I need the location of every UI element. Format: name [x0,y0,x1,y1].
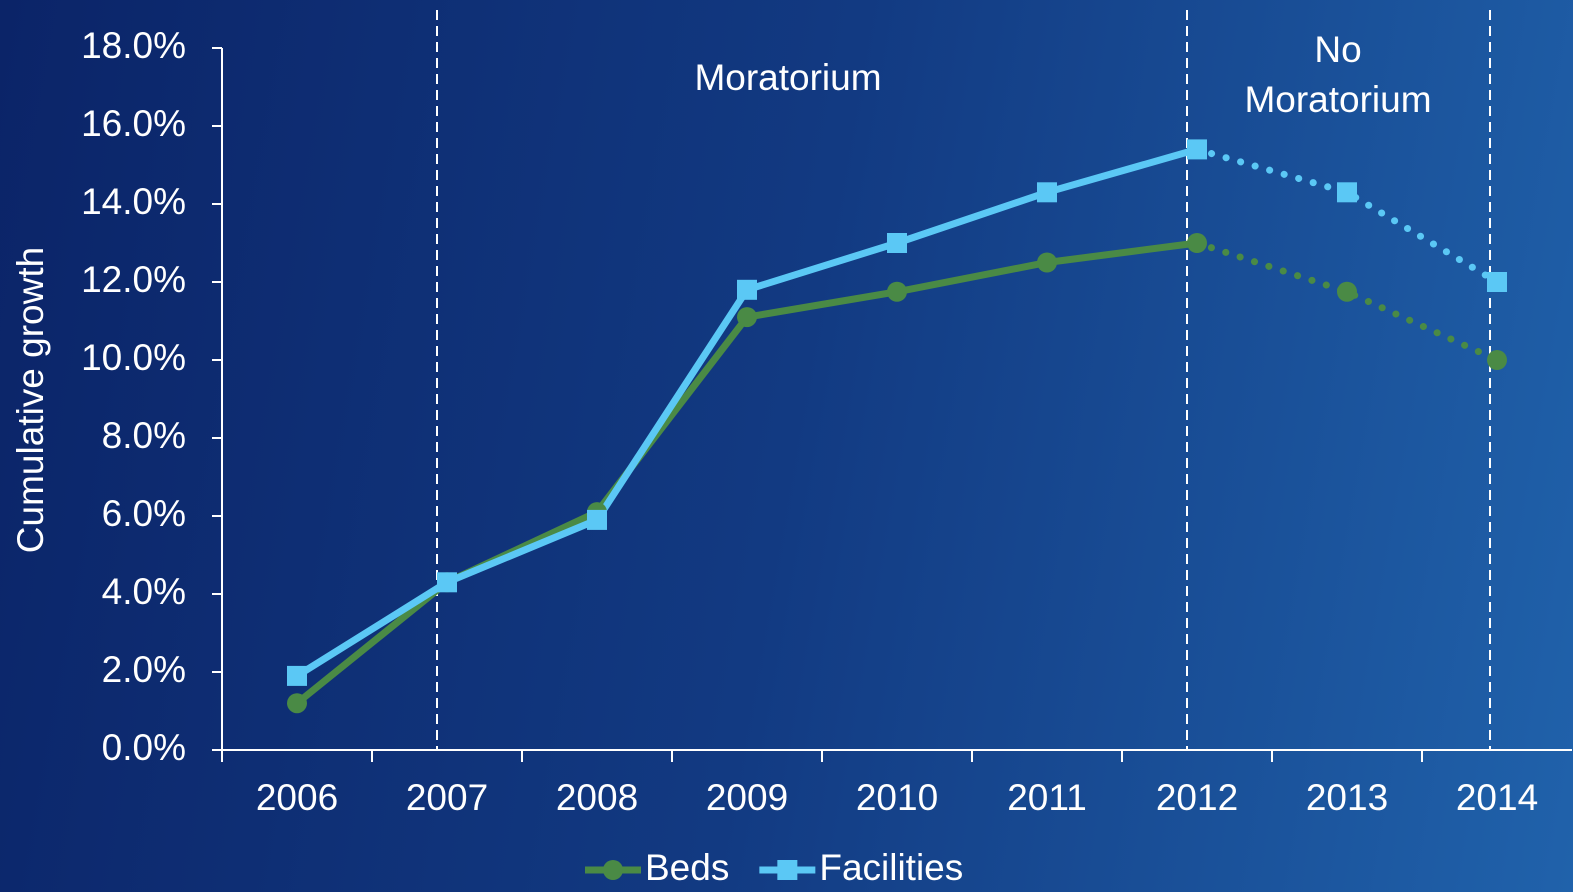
marker [737,279,757,300]
annotation: Moratorium [1244,79,1431,120]
marker [603,860,623,880]
marker [1187,139,1207,160]
y-axis-title: Cumulative growth [10,247,51,553]
marker [437,572,457,593]
y-tick-label: 12.0% [81,259,186,300]
x-tick-label: 2008 [556,777,638,818]
x-tick-label: 2011 [1007,777,1087,818]
marker [287,665,307,686]
marker [1187,233,1207,253]
legend-label: Facilities [819,847,963,888]
marker [887,233,907,253]
legend-label: Beds [645,847,729,888]
marker [737,307,757,328]
y-tick-label: 10.0% [81,337,186,378]
x-tick-label: 2007 [406,777,488,818]
y-tick-label: 14.0% [81,181,186,222]
y-tick-label: 0.0% [102,727,186,768]
x-tick-label: 2012 [1156,777,1238,818]
x-tick-label: 2006 [256,777,338,818]
marker [887,281,907,302]
marker [777,860,798,880]
marker [1487,350,1507,370]
marker [1487,272,1507,292]
y-tick-label: 18.0% [81,25,186,66]
y-tick-label: 6.0% [102,493,186,534]
marker [1337,182,1357,203]
marker [1037,252,1057,273]
annotation: Moratorium [694,57,881,98]
marker [1337,281,1357,302]
x-tick-label: 2013 [1306,777,1388,818]
y-tick-label: 16.0% [81,103,186,144]
marker [287,693,307,714]
marker [1037,182,1057,203]
y-tick-label: 8.0% [102,415,186,456]
annotation: No [1314,29,1361,70]
y-tick-label: 2.0% [102,649,186,690]
marker [587,509,607,530]
x-tick-label: 2014 [1456,777,1538,818]
y-tick-label: 4.0% [102,571,186,612]
x-tick-label: 2009 [706,777,788,818]
line-projection [1193,145,1501,286]
x-tick-label: 2010 [856,777,938,818]
